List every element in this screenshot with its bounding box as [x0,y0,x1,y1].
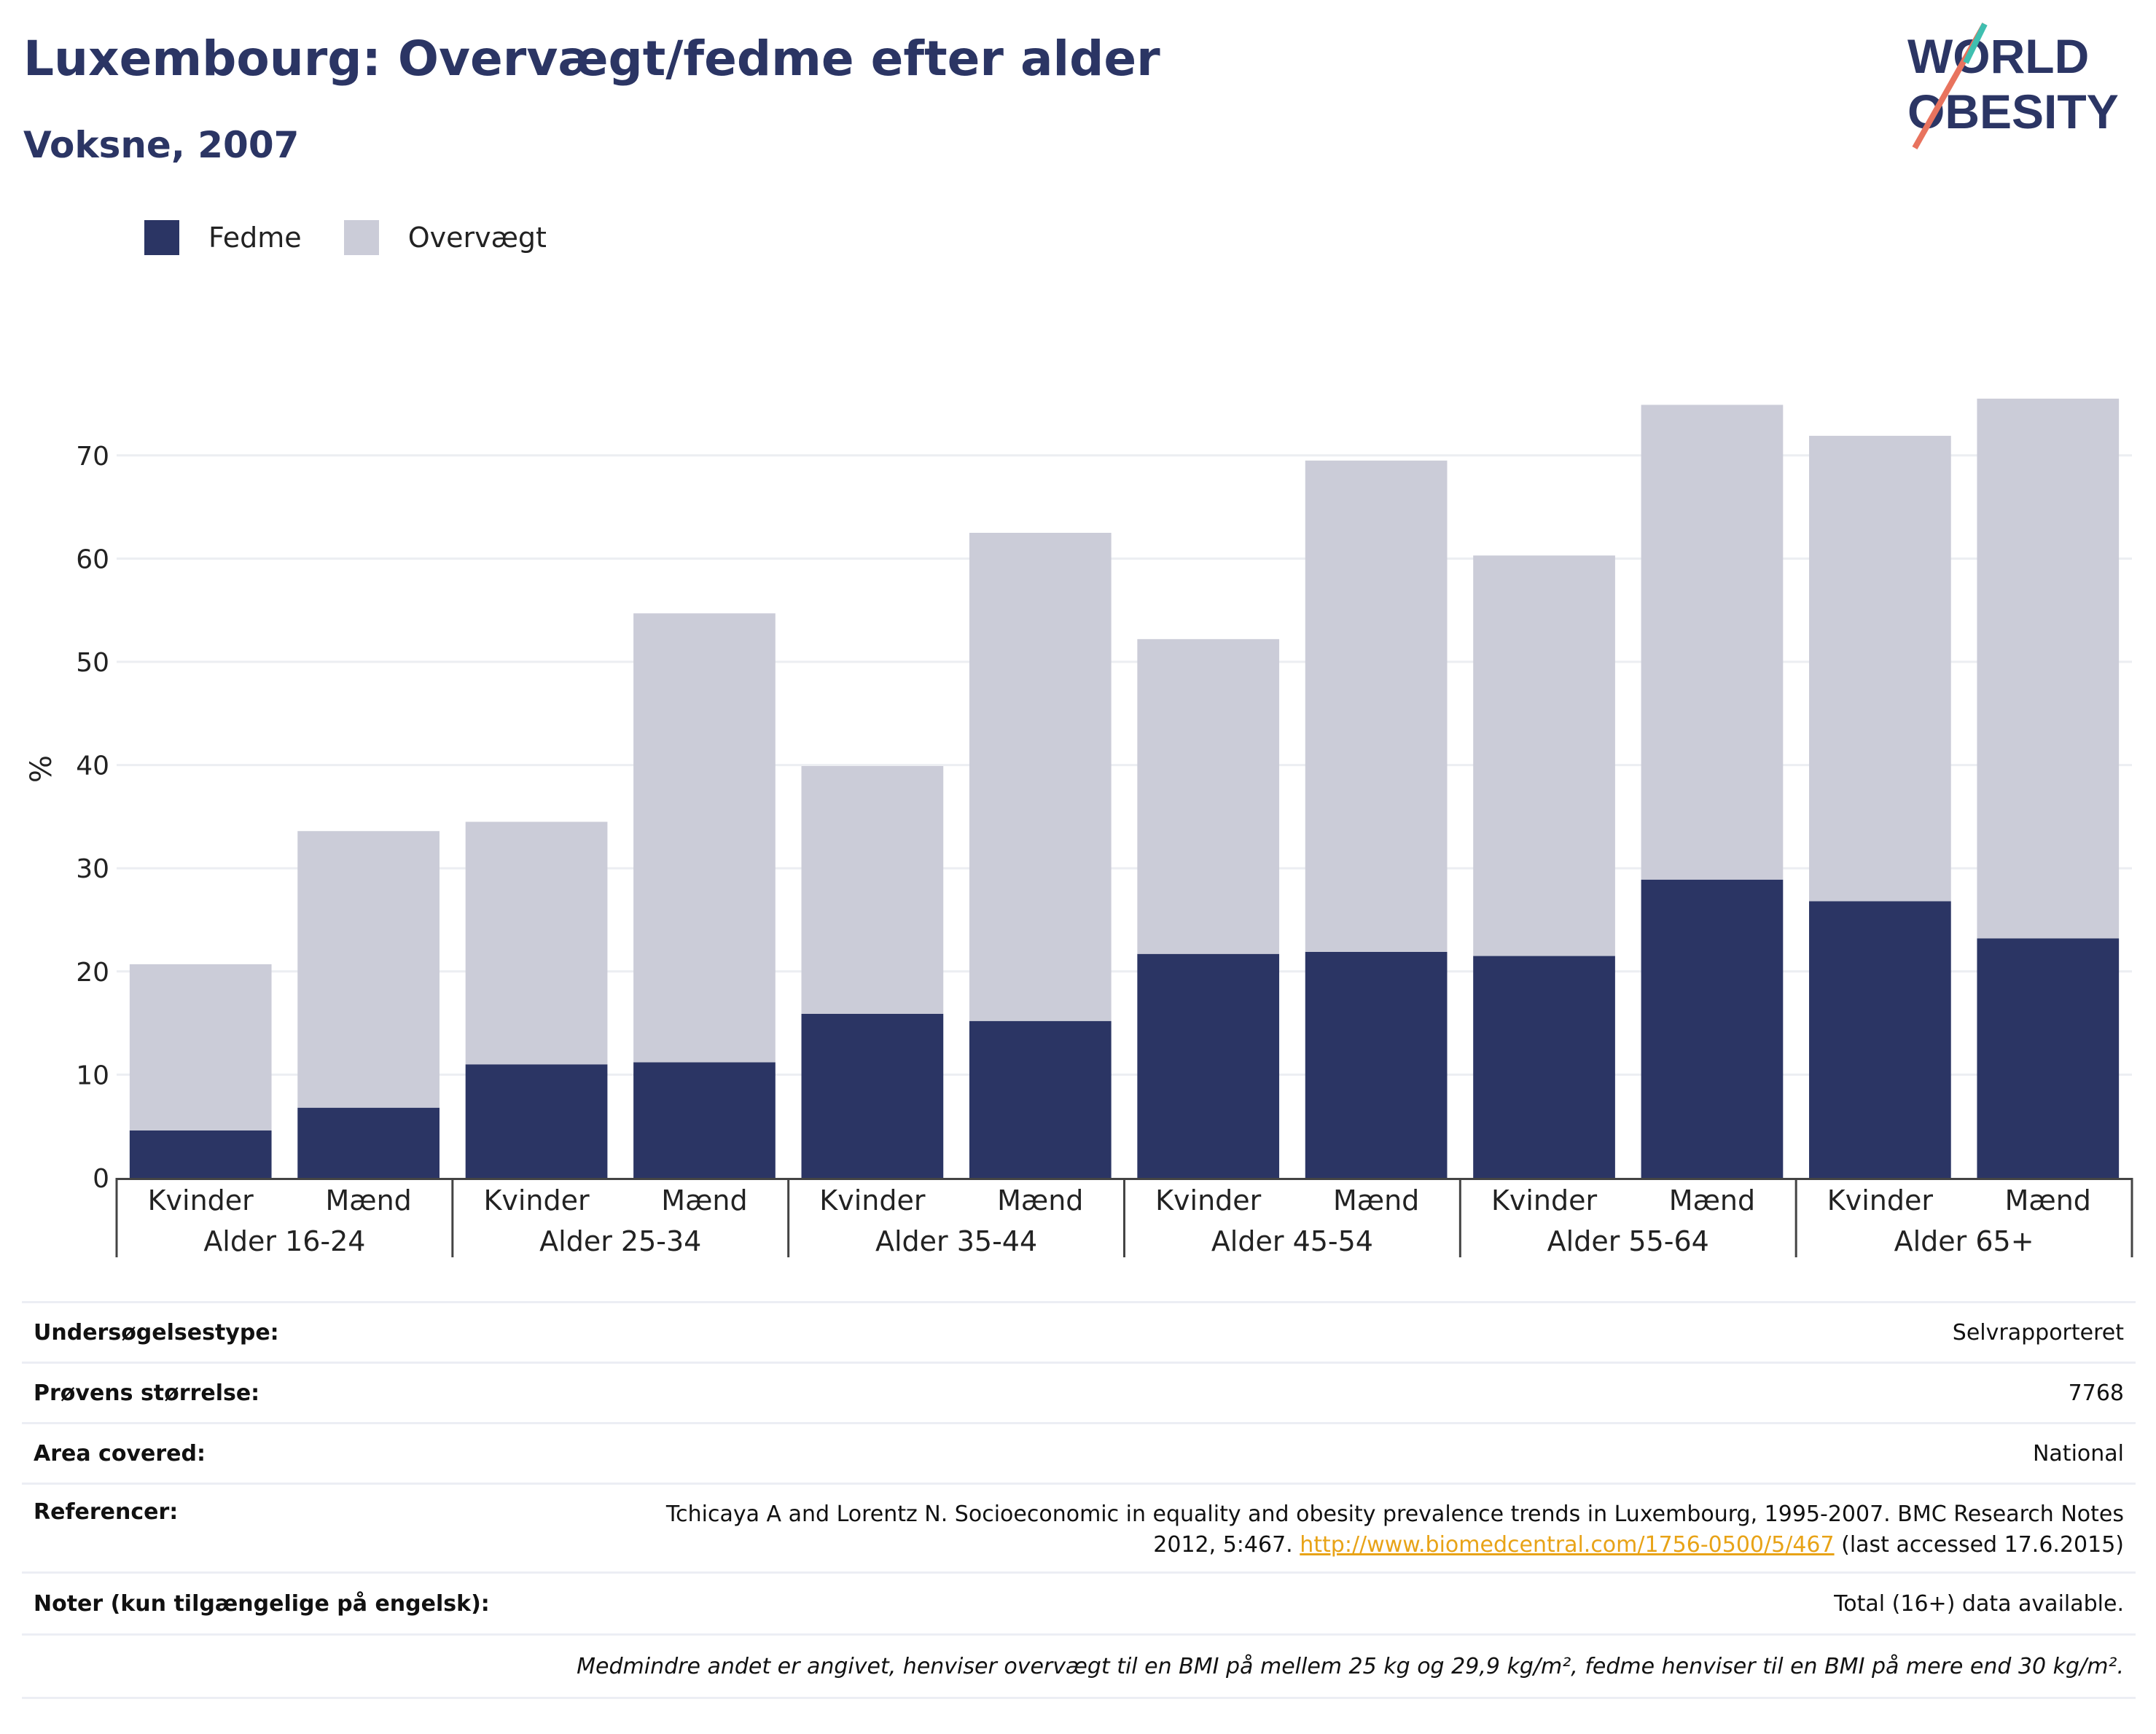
bar-overvaegt [129,964,272,1130]
y-tick-label: 50 [76,648,109,678]
page-title: Luxembourg: Overvægt/fedme efter alder [23,31,1160,87]
x-tick-label: Kvinder [1155,1184,1262,1216]
x-tick-label: Mænd [2005,1184,2091,1216]
legend-item-overvaegt[interactable]: Overvægt [343,220,547,255]
bar-overvaegt [969,533,1112,1021]
x-tick-label: Kvinder [483,1184,590,1216]
group-label: Alder 35-44 [875,1225,1037,1257]
bar-overvaegt [1641,405,1784,880]
logo-slash-teal [1963,23,1988,64]
bar-fedme [969,1020,1112,1178]
area-label: Area covered: [34,1440,206,1467]
bar-fedme [1809,901,1951,1178]
references-link[interactable]: http://www.biomedcentral.com/1756-0500/5… [1300,1532,1835,1558]
survey-type-label: Undersøgelsestype: [34,1319,279,1346]
bar-overvaegt [801,766,944,1014]
legend-label-fedme: Fedme [208,222,302,254]
bar-fedme [465,1064,608,1178]
notes-value: Total (16+) data available. [1834,1590,2124,1617]
info-row-footnote: Medmindre andet er angivet, henviser ove… [22,1633,2136,1699]
y-tick-label: 30 [76,854,109,884]
bar-fedme [297,1107,440,1178]
bar-overvaegt [1809,435,1951,902]
bar-fedme [1977,938,2120,1178]
x-tick-label: Mænd [661,1184,747,1216]
group-label: Alder 16-24 [203,1225,365,1257]
x-tick-label: Mænd [997,1184,1083,1216]
legend-swatch-overvaegt [343,220,379,255]
x-tick-label: Kvinder [819,1184,926,1216]
x-tick-label: Mænd [1333,1184,1419,1216]
survey-info-table: Undersøgelsestype: Selvrapporteret Prøve… [22,1301,2136,1699]
bar-fedme [1137,953,1280,1178]
sample-size-value: 7768 [2068,1380,2124,1406]
survey-type-value: Selvrapporteret [1952,1319,2124,1346]
world-obesity-logo: WORLD OBESITY [1907,23,2119,149]
x-tick-label: Mænd [1669,1184,1755,1216]
y-tick-label: 20 [76,958,109,988]
y-axis-title: % [25,755,58,783]
bar-fedme [129,1130,272,1178]
x-tick-label: Kvinder [1827,1184,1934,1216]
legend-item-fedme[interactable]: Fedme [144,220,302,255]
info-row-references: Referencer: Tchicaya A and Lorentz N. So… [22,1483,2136,1571]
bar-overvaegt [1473,555,1615,956]
group-label: Alder 45-54 [1211,1225,1373,1257]
legend-swatch-fedme [144,220,179,255]
references-value: Tchicaya A and Lorentz N. Socioeconomic … [666,1499,2136,1561]
group-label: Alder 55-64 [1547,1225,1709,1257]
page-subtitle: Voksne, 2007 [23,124,300,166]
bar-fedme [801,1013,944,1178]
x-tick-label: Kvinder [148,1184,254,1216]
x-tick-label: Kvinder [1491,1184,1598,1216]
chart-legend: Fedme Overvægt [144,216,589,259]
references-line-1: Tchicaya A and Lorentz N. Socioeconomic … [665,1501,2124,1527]
y-tick-label: 10 [76,1061,109,1090]
bar-fedme [633,1062,776,1178]
y-tick-label: 40 [76,751,109,781]
legend-label-overvaegt: Overvægt [407,222,547,254]
info-row-sample-size: Prøvens størrelse: 7768 [22,1362,2136,1422]
sample-size-label: Prøvens størrelse: [34,1380,260,1406]
stacked-bar-chart: 0 10 20 30 40 50 60 70% Kvinder Mænd Kvinder Mænd Kv… [25,398,2133,1257]
x-tick-label: Mænd [325,1184,411,1216]
info-row-notes: Noter (kun tilgængelige på engelsk): Tot… [22,1571,2136,1633]
area-value: National [2032,1440,2124,1467]
bar-overvaegt [465,821,608,1065]
references-line-2-post: (last accessed 17.6.2015) [1834,1532,2124,1558]
bar-overvaegt [633,613,776,1063]
info-row-area: Area covered: National [22,1422,2136,1483]
bar-fedme [1305,951,1448,1178]
bar-overvaegt [1305,460,1448,952]
group-label: Alder 25-34 [539,1225,701,1257]
logo-line-1: WORLD [1907,29,2089,83]
bar-overvaegt [1137,638,1280,954]
y-tick-label: 70 [76,442,109,472]
y-tick-label: 0 [93,1164,109,1194]
y-tick-label: 60 [76,544,109,574]
bar-fedme [1641,879,1784,1178]
notes-label: Noter (kun tilgængelige på engelsk): [34,1590,490,1617]
group-label: Alder 65+ [1894,1225,2034,1257]
bar-overvaegt [297,831,440,1108]
info-row-survey-type: Undersøgelsestype: Selvrapporteret [22,1301,2136,1362]
bar-overvaegt [1977,398,2120,939]
bar-fedme [1473,956,1615,1178]
references-label: Referencer: [34,1499,179,1525]
footnote-text: Medmindre andet er angivet, henviser ove… [577,1653,2124,1679]
references-line-2-pre: 2012, 5:467. [1153,1532,1300,1558]
